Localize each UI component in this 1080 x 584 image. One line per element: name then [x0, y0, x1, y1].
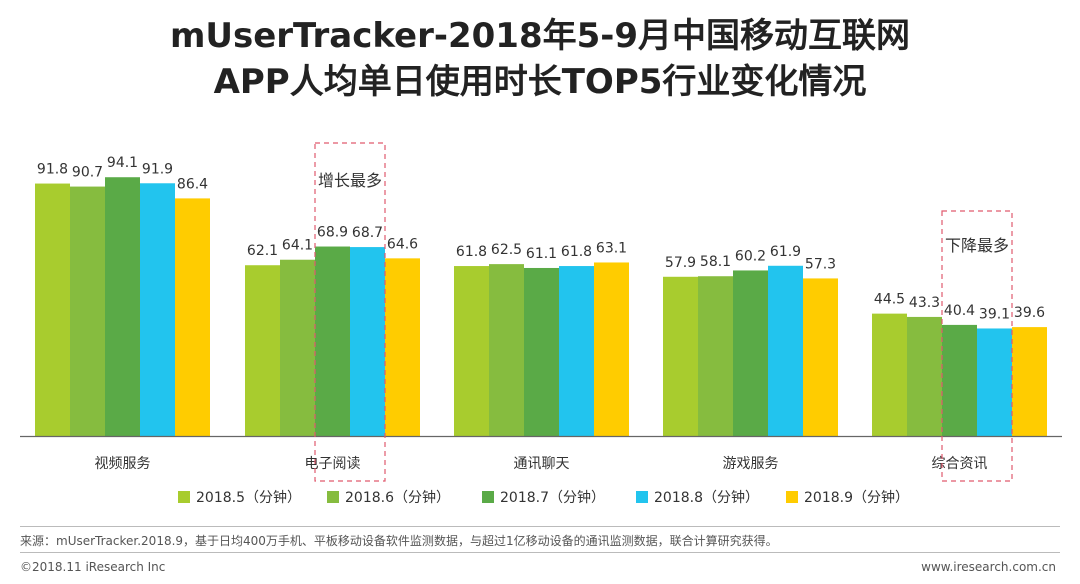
value-label-2-1: 62.5	[491, 242, 522, 258]
value-label-2-4: 63.1	[596, 240, 627, 256]
bar-2-1	[489, 264, 524, 436]
bar-0-1	[70, 186, 105, 436]
bar-0-4	[175, 198, 210, 436]
annotation-text-1: 下降最多	[945, 236, 1009, 255]
bar-1-3	[350, 247, 385, 436]
bar-3-4	[803, 278, 838, 436]
bar-1-4	[385, 258, 420, 436]
value-label-2-0: 61.8	[456, 244, 487, 260]
value-label-4-4: 39.6	[1014, 305, 1045, 321]
legend-swatch-4	[786, 491, 798, 503]
legend-label-2: 2018.7（分钟）	[500, 489, 605, 506]
bar-2-4	[594, 262, 629, 436]
bar-3-0	[663, 276, 698, 436]
value-label-3-4: 57.3	[805, 256, 836, 272]
footer-divider-top	[20, 526, 1060, 527]
legend-label-1: 2018.6（分钟）	[345, 489, 450, 506]
value-label-2-2: 61.1	[526, 246, 557, 262]
value-label-1-2: 68.9	[317, 225, 348, 241]
bar-2-0	[454, 266, 489, 436]
category-label-1: 电子阅读	[305, 455, 361, 472]
bar-0-0	[35, 183, 70, 436]
bar-1-0	[245, 265, 280, 436]
category-label-0: 视频服务	[95, 456, 151, 472]
chart-title-line-1: mUserTracker-2018年5-9月中国移动互联网	[169, 16, 911, 56]
value-label-3-3: 61.9	[770, 244, 801, 260]
category-label-4: 综合资讯	[932, 456, 988, 472]
bar-3-3	[768, 265, 803, 436]
annotation-box-0	[314, 142, 386, 482]
value-label-0-1: 90.7	[72, 165, 103, 181]
value-label-3-0: 57.9	[665, 255, 696, 271]
legend-label-3: 2018.8（分钟）	[654, 489, 759, 506]
value-label-1-1: 64.1	[282, 238, 313, 254]
legend-label-4: 2018.9（分钟）	[804, 489, 909, 506]
bar-0-2	[105, 177, 140, 436]
bar-4-0	[872, 313, 907, 436]
bar-2-2	[524, 267, 559, 436]
value-label-4-1: 43.3	[909, 295, 940, 311]
bar-0-3	[140, 183, 175, 436]
bar-3-2	[733, 270, 768, 436]
value-label-0-2: 94.1	[107, 155, 138, 171]
value-label-0-0: 91.8	[37, 162, 68, 178]
website-link[interactable]: www.iresearch.com.cn	[921, 560, 1056, 574]
value-label-1-4: 64.6	[387, 236, 418, 252]
bar-4-4	[1012, 327, 1047, 436]
value-label-2-3: 61.8	[561, 244, 592, 260]
value-label-1-3: 68.7	[352, 225, 383, 241]
value-label-4-0: 44.5	[874, 292, 905, 308]
legend-swatch-0	[178, 491, 190, 503]
value-label-4-3: 39.1	[979, 306, 1010, 322]
value-label-0-4: 86.4	[177, 176, 208, 192]
value-label-3-2: 60.2	[735, 248, 766, 264]
annotation-box-1	[941, 210, 1013, 482]
value-label-0-3: 91.9	[142, 161, 173, 177]
bar-4-1	[907, 316, 942, 436]
source-note: 来源：mUserTracker.2018.9，基于日均400万手机、平板移动设备…	[20, 534, 778, 548]
bar-3-1	[698, 276, 733, 436]
category-label-3: 游戏服务	[723, 456, 779, 472]
legend-swatch-2	[482, 491, 494, 503]
bar-4-2	[942, 324, 977, 436]
chart-title-line-2: APP人均单日使用时长TOP5行业变化情况	[213, 62, 867, 102]
value-label-3-1: 58.1	[700, 254, 731, 270]
legend-label-0: 2018.5（分钟）	[196, 489, 301, 506]
legend-swatch-3	[636, 491, 648, 503]
value-label-1-0: 62.1	[247, 243, 278, 259]
value-label-4-2: 40.4	[944, 303, 975, 319]
bar-1-1	[280, 259, 315, 436]
bar-2-3	[559, 266, 594, 436]
category-label-2: 通讯聊天	[514, 456, 570, 472]
legend-swatch-1	[327, 491, 339, 503]
copyright-text: ©2018.11 iResearch Inc	[20, 560, 166, 574]
bar-1-2	[315, 246, 350, 436]
footer-divider-bottom	[20, 552, 1060, 553]
bar-4-3	[977, 328, 1012, 436]
annotation-text-0: 增长最多	[318, 171, 382, 190]
